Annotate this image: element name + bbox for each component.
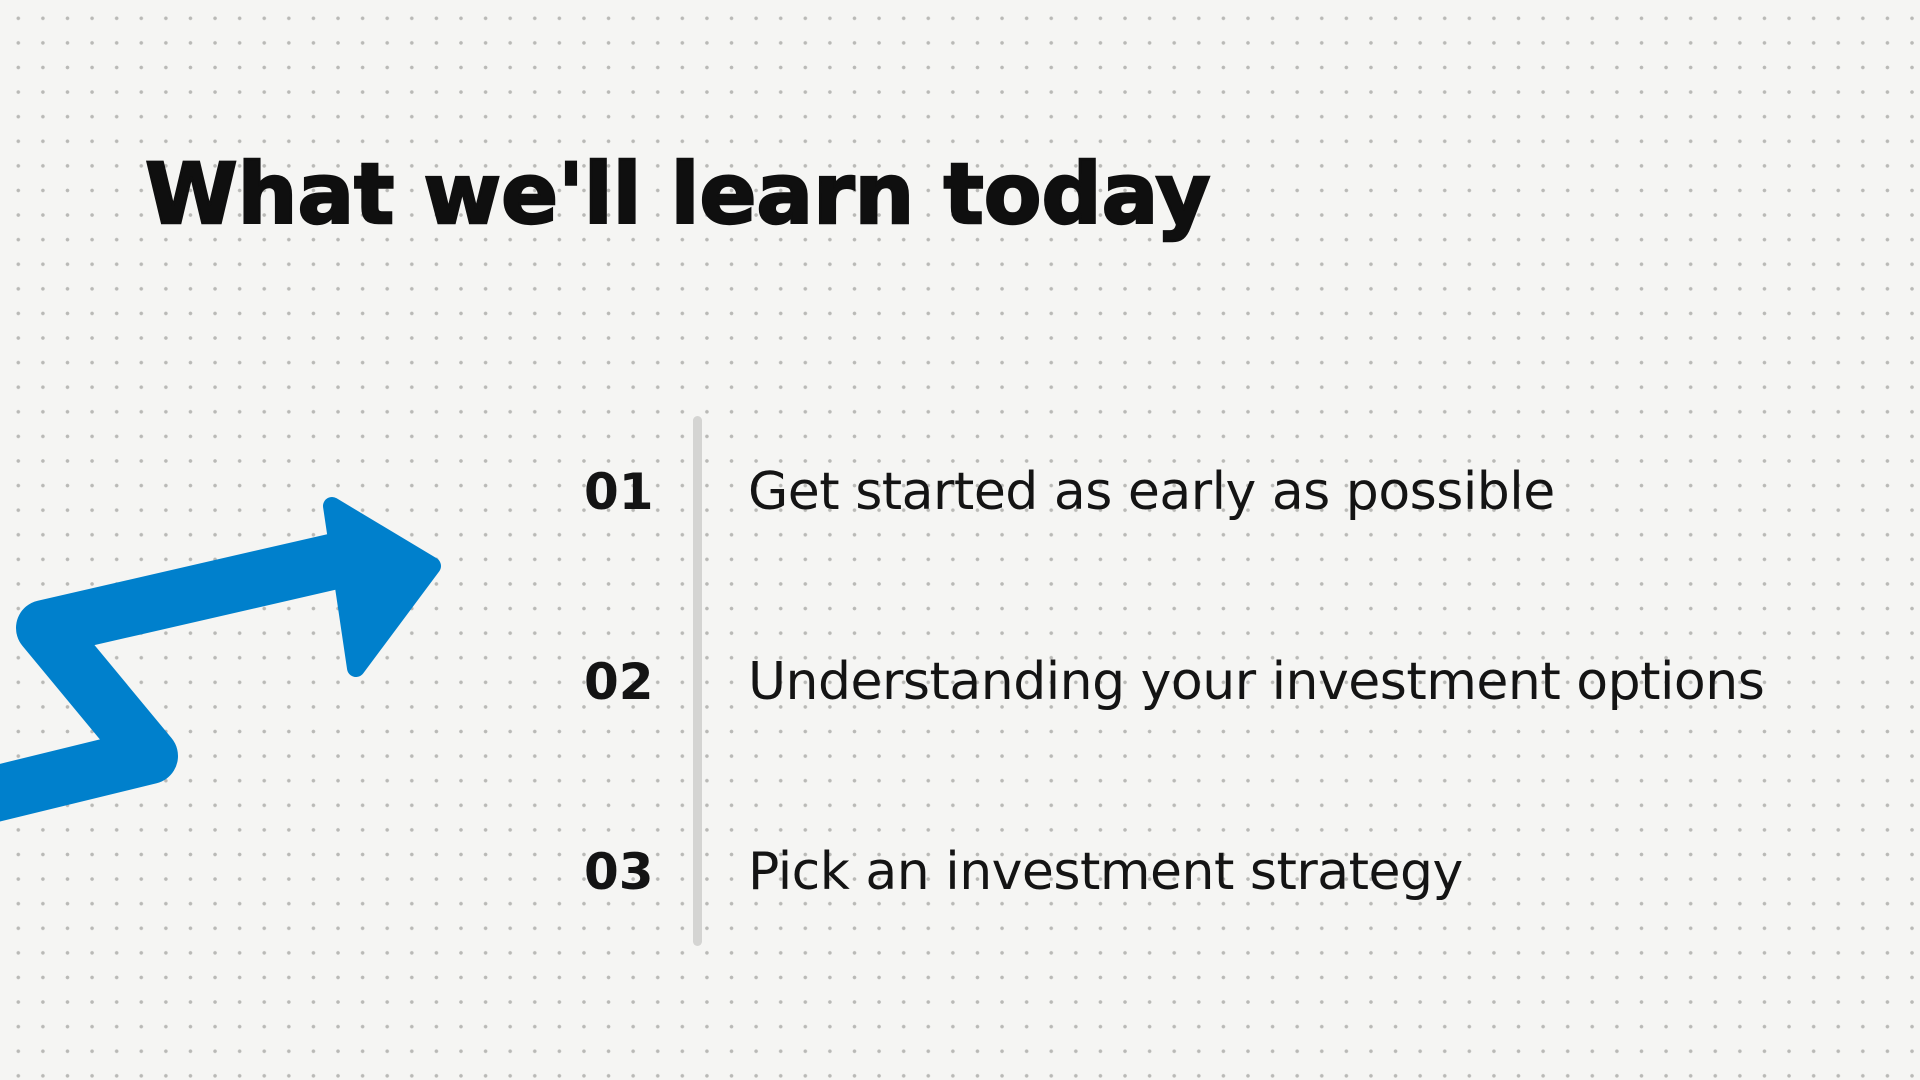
agenda-item-text: Understanding your investment options (748, 652, 1765, 712)
agenda-item-1: 01 Get started as early as possible (0, 452, 1920, 532)
vertical-divider (693, 416, 702, 946)
agenda-item-2: 02 Understanding your investment options (0, 642, 1920, 722)
agenda-item-3: 03 Pick an investment strategy (0, 832, 1920, 912)
agenda-item-text: Get started as early as possible (748, 462, 1555, 522)
agenda-item-number: 03 (584, 843, 654, 901)
agenda-item-text: Pick an investment strategy (748, 842, 1463, 902)
zigzag-up-arrow-icon (0, 497, 441, 822)
agenda-item-number: 02 (584, 653, 654, 711)
slide-title: What we'll learn today (144, 145, 1212, 243)
agenda-item-number: 01 (584, 463, 654, 521)
